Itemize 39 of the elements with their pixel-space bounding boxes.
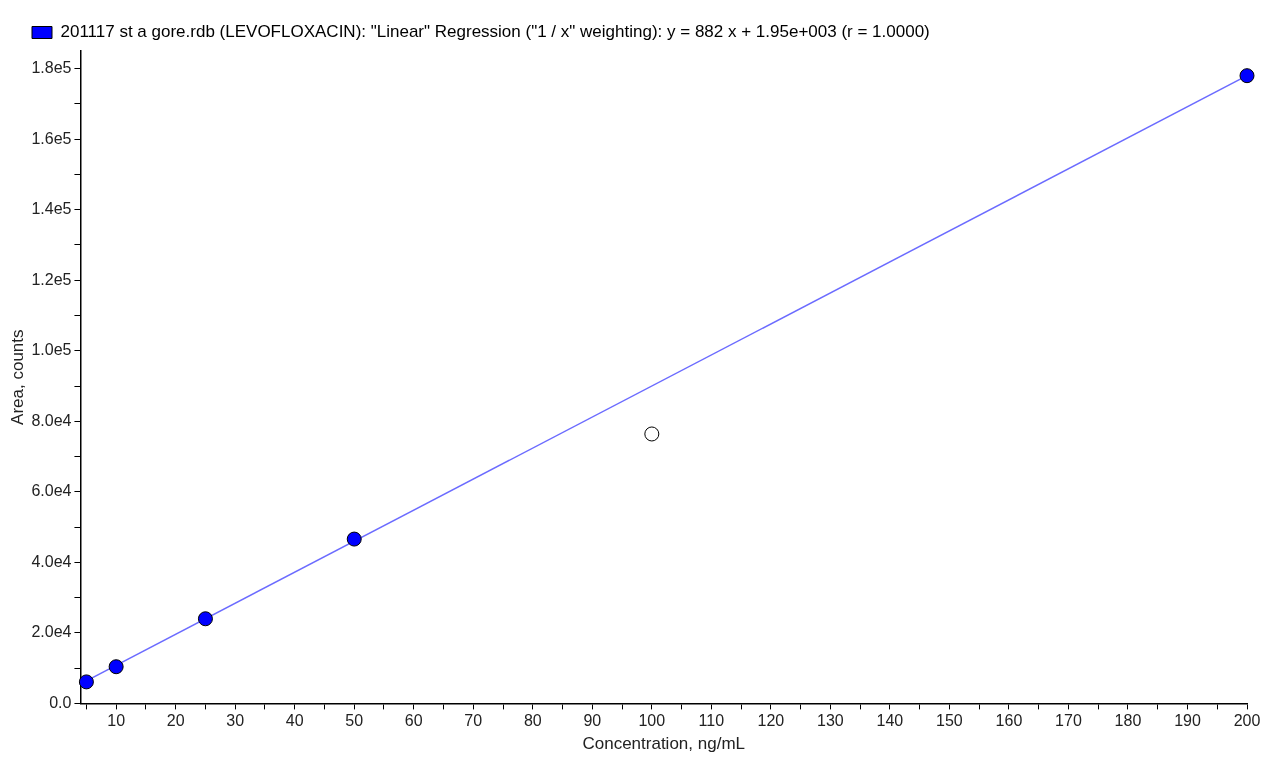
point (346, 531, 362, 547)
x-tick-label: 40 (285, 712, 304, 730)
y-tick-label: 6.0e4 (31, 482, 72, 500)
x-tick-label: 100 (638, 712, 666, 730)
y-tick-label: 1.2e5 (31, 270, 72, 288)
x-tick-label: 140 (876, 712, 904, 730)
x-tick-label: 80 (523, 712, 542, 730)
point (108, 659, 124, 675)
x-tick-label: 160 (995, 712, 1023, 730)
y-tick-label: 1.8e5 (31, 59, 72, 77)
y-tick-label: 4.0e4 (31, 552, 72, 570)
point (644, 426, 660, 442)
y-tick-label: 1.6e5 (31, 129, 72, 147)
x-tick-label: 130 (817, 712, 844, 730)
y-tick-label: 1.0e5 (31, 341, 72, 359)
x-tick-label: 60 (404, 712, 423, 730)
x-tick-label: 30 (226, 712, 245, 730)
x-tick-label: 70 (464, 712, 483, 730)
x-tick-label: 190 (1174, 712, 1201, 730)
x-tick-label: 180 (1114, 712, 1142, 730)
y-tick-label: 1.4e5 (31, 200, 72, 218)
y-axis-title: Area, counts (7, 329, 27, 425)
x-tick-label: 170 (1055, 712, 1082, 730)
x-tick-label: 120 (757, 712, 785, 730)
x-tick-label: 150 (936, 712, 963, 730)
y-tick-label: 2.0e4 (31, 623, 72, 641)
x-tick-label: 110 (698, 712, 725, 730)
y-tick-label: 8.0e4 (31, 411, 72, 429)
legend-label: 201117 st a gore.rdb (LEVOFLOXACIN): "Linear" Regression ("1 / x" weighting): y = 882 x + 1.95e+003 (r = 1.0000) (60, 22, 930, 42)
x-tick-label: 20 (166, 712, 185, 730)
x-tick-label: 50 (345, 712, 364, 730)
x-axis-title: Concentration, ng/mL (582, 734, 745, 754)
y-tick-label: 0.0 (49, 693, 72, 711)
x-tick-label: 90 (583, 712, 602, 730)
point (78, 674, 94, 690)
x-tick-label: 200 (1233, 712, 1261, 730)
point (197, 611, 213, 627)
x-tick-label: 10 (107, 712, 126, 730)
point (1239, 68, 1255, 84)
